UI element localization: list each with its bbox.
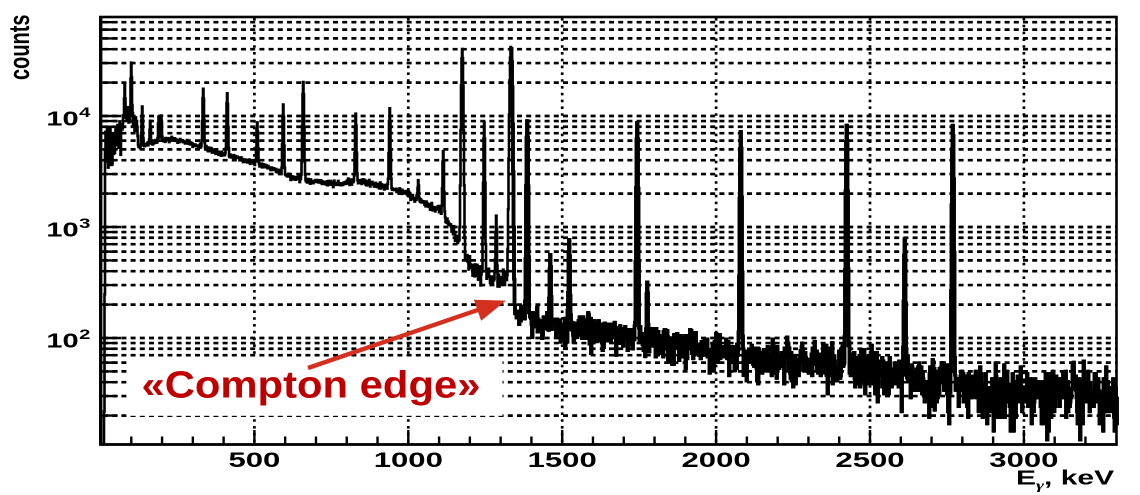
svg-text:500: 500: [228, 448, 280, 472]
svg-text:1000: 1000: [374, 448, 443, 472]
svg-text:1500: 1500: [528, 448, 597, 472]
svg-text:counts: counts: [3, 14, 36, 80]
svg-text:2: 2: [79, 326, 90, 342]
svg-text:10: 10: [46, 330, 78, 352]
svg-text:3: 3: [79, 215, 91, 231]
svg-text:Eγ, keV: Eγ, keV: [1016, 467, 1114, 492]
svg-text:2000: 2000: [682, 448, 751, 472]
svg-text:10: 10: [46, 108, 78, 130]
svg-text:«Compton edge»: «Compton edge»: [141, 364, 480, 406]
svg-text:2500: 2500: [835, 448, 904, 472]
svg-text:3000: 3000: [989, 448, 1058, 472]
svg-text:10: 10: [46, 219, 78, 241]
svg-text:4: 4: [79, 104, 91, 120]
